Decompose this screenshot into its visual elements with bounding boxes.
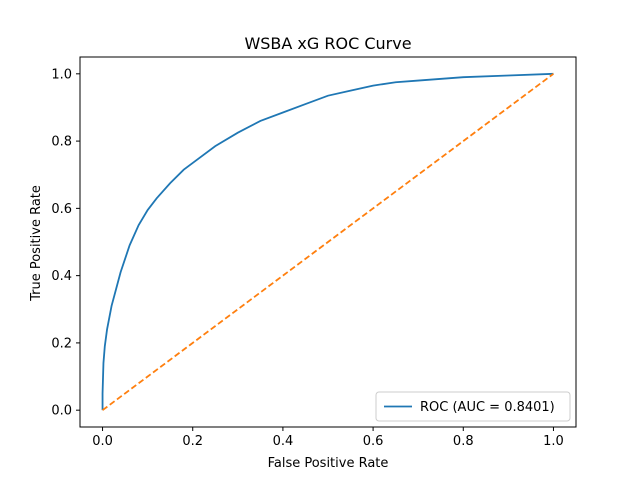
x-tick-label: 0.8 — [453, 434, 474, 449]
y-tick-label: 0.8 — [51, 135, 72, 150]
legend: ROC (AUC = 0.8401) — [375, 391, 571, 422]
legend-label: ROC (AUC = 0.8401) — [420, 400, 555, 415]
x-axis-label: False Positive Rate — [268, 456, 389, 471]
diagonal-reference-line — [102, 73, 554, 411]
y-tick-label: 0.6 — [51, 202, 72, 217]
y-tick-label: 0.0 — [51, 404, 72, 419]
y-axis-label: True Positive Rate — [29, 185, 44, 302]
x-tick-label: 1.0 — [543, 434, 564, 449]
x-tick-label: 0.0 — [92, 434, 113, 449]
x-tick-label: 0.4 — [273, 434, 294, 449]
chart-title: WSBA xG ROC Curve — [244, 34, 411, 53]
plot-area — [79, 56, 577, 428]
x-tick-label: 0.6 — [363, 434, 384, 449]
y-tick-label: 1.0 — [51, 67, 72, 82]
plot-frame — [79, 56, 577, 428]
y-tick-label: 0.2 — [51, 336, 72, 351]
x-axis: 0.0 0.2 0.4 0.6 0.8 1.0 — [92, 427, 564, 449]
legend-box — [375, 391, 571, 422]
x-tick-label: 0.2 — [182, 434, 203, 449]
y-axis: 0.0 0.2 0.4 0.6 0.8 1.0 — [51, 67, 80, 419]
y-tick-label: 0.4 — [51, 269, 72, 284]
roc-curve-line — [101, 72, 554, 411]
